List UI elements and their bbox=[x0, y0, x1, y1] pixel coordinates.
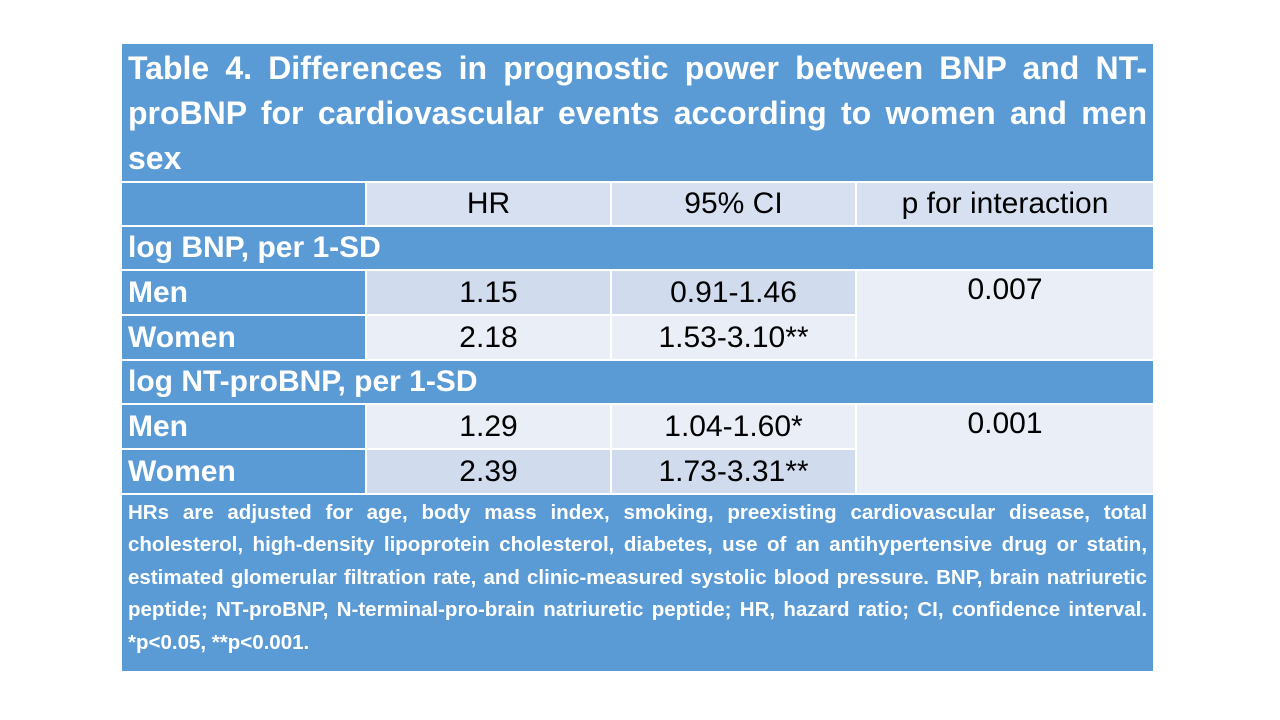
hr-value: 2.18 bbox=[365, 314, 612, 361]
section-row-bnp: log BNP, per 1-SD bbox=[119, 225, 1156, 271]
p-interaction-value: 0.007 bbox=[854, 269, 1156, 361]
p-interaction-value: 0.001 bbox=[854, 403, 1156, 495]
ci-value: 0.91-1.46 bbox=[610, 269, 857, 316]
column-header-row: HR 95% CI p for interaction bbox=[120, 181, 1156, 227]
table-footnote: HRs are adjusted for age, body mass inde… bbox=[119, 493, 1156, 673]
section-label-bnp: log BNP, per 1-SD bbox=[119, 225, 1156, 271]
row-label-men: Men bbox=[120, 403, 367, 450]
row-label-women: Women bbox=[120, 314, 367, 361]
row-label-men: Men bbox=[120, 269, 367, 316]
column-header-hr: HR bbox=[365, 181, 612, 227]
column-header-p-interaction: p for interaction bbox=[854, 181, 1156, 227]
ci-value: 1.04-1.60* bbox=[610, 403, 857, 450]
table-row: Women 2.39 1.73-3.31** bbox=[120, 448, 1154, 495]
table-title: Table 4. Differences in prognostic power… bbox=[119, 42, 1156, 183]
hr-value: 2.39 bbox=[365, 448, 612, 495]
section-label-ntprobnp: log NT-proBNP, per 1-SD bbox=[119, 359, 1156, 405]
ci-value: 1.73-3.31** bbox=[610, 448, 857, 495]
title-row: Table 4. Differences in prognostic power… bbox=[119, 42, 1156, 183]
section-row-ntprobnp: log NT-proBNP, per 1-SD bbox=[119, 359, 1156, 405]
row-label-women: Women bbox=[120, 448, 367, 495]
table-row: Women 2.18 1.53-3.10** bbox=[120, 314, 1154, 361]
ci-value: 1.53-3.10** bbox=[610, 314, 857, 361]
footnote-row: HRs are adjusted for age, body mass inde… bbox=[119, 493, 1156, 673]
column-header-ci: 95% CI bbox=[610, 181, 857, 227]
hr-value: 1.15 bbox=[365, 269, 612, 316]
hr-value: 1.29 bbox=[365, 403, 612, 450]
table-row: Men 1.15 0.91-1.46 0.007 bbox=[120, 269, 1156, 361]
column-header-blank bbox=[120, 181, 367, 227]
results-table: Table 4. Differences in prognostic power… bbox=[119, 42, 1156, 673]
table-row: Men 1.29 1.04-1.60* 0.001 bbox=[120, 403, 1156, 495]
